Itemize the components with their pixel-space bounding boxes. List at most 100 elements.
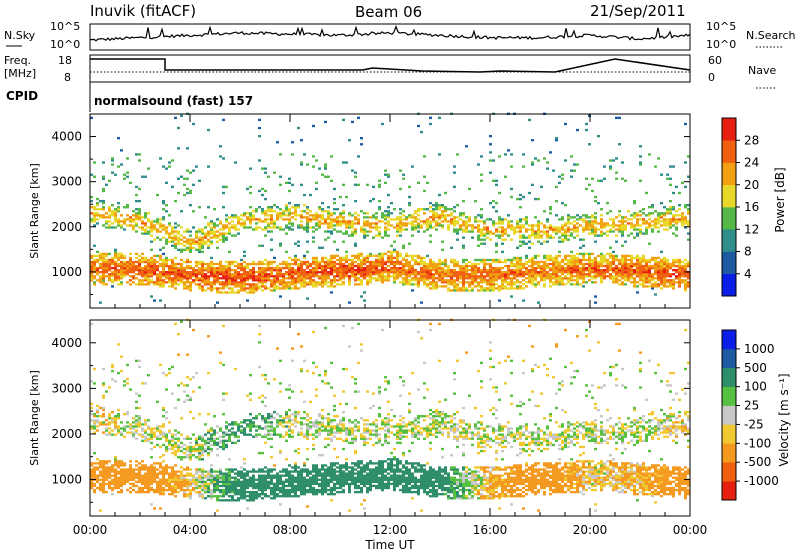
power-cell: [651, 258, 654, 262]
velocity-cell: [108, 482, 111, 486]
power-cell: [330, 226, 333, 229]
power-cell: [501, 279, 504, 282]
power-cell: [285, 271, 288, 274]
power-cell: [636, 218, 639, 221]
power-cell: [315, 273, 318, 276]
power-cell: [606, 222, 609, 225]
power-cell: [150, 220, 153, 223]
power-cell: [360, 210, 363, 213]
power-cell: [495, 271, 498, 274]
power-cell: [204, 236, 207, 239]
power-cell: [261, 212, 264, 215]
velocity-cell: [102, 412, 105, 416]
power-cell: [375, 258, 378, 262]
power-cell: [147, 275, 150, 278]
power-cell: [186, 258, 189, 262]
power-cell: [480, 232, 483, 235]
power-cell: [210, 268, 213, 272]
power-cell: [492, 289, 495, 292]
power-cell: [369, 271, 372, 274]
power-cell: [417, 210, 420, 213]
power-cell: [435, 287, 438, 290]
power-cell: [681, 220, 684, 223]
power-cell: [96, 222, 99, 225]
power-cell: [576, 230, 579, 233]
velocity-cell: [135, 480, 138, 484]
velocity-cell: [111, 464, 114, 467]
power-cell: [405, 264, 408, 268]
power-cell: [99, 275, 102, 278]
power-cell: [186, 281, 189, 284]
velocity-cell: [102, 396, 105, 399]
power-cell: [261, 262, 264, 266]
power-cell: [144, 260, 147, 264]
power-cell: [360, 252, 363, 256]
velocity-cell: [141, 488, 144, 492]
power-cell: [567, 260, 570, 264]
power-cell: [177, 271, 180, 274]
power-cell: [591, 252, 594, 256]
velocity-cell: [189, 447, 192, 451]
power-cell: [99, 264, 102, 268]
power-cell: [111, 157, 114, 160]
power-cell: [351, 254, 354, 258]
velocity-cell: [183, 495, 186, 498]
power-cell: [480, 275, 483, 278]
power-cell: [540, 264, 543, 268]
power-cell: [645, 268, 648, 272]
power-cell: [573, 264, 576, 268]
power-cell: [672, 216, 675, 219]
power-cell: [216, 275, 219, 278]
power-cell: [609, 254, 612, 258]
power-cell: [462, 230, 465, 233]
power-cell: [654, 165, 657, 168]
velocity-cell: [183, 451, 186, 455]
power-cell: [213, 275, 216, 278]
velocity-cell: [186, 456, 189, 459]
power-cell: [474, 285, 477, 288]
power-cell: [507, 264, 510, 268]
power-cell: [168, 271, 171, 274]
power-cell: [324, 218, 327, 221]
power-cell: [549, 277, 552, 280]
power-cell: [138, 273, 141, 276]
power-cell: [642, 260, 645, 264]
power-cell: [351, 120, 354, 124]
power-cell: [138, 187, 141, 191]
velocity-cell: [105, 427, 108, 430]
power-cell: [573, 226, 576, 229]
power-cell: [330, 281, 333, 284]
power-cell: [234, 224, 237, 227]
power-cell: [429, 122, 432, 126]
power-cell: [627, 254, 630, 258]
power-cell: [468, 260, 471, 264]
power-cell: [225, 264, 228, 268]
power-cell: [267, 222, 270, 225]
power-cell: [513, 230, 516, 233]
velocity-cell: [153, 472, 156, 475]
power-cell: [249, 277, 252, 280]
power-cell: [636, 214, 639, 217]
power-cell: [666, 275, 669, 278]
velocity-cell: [186, 449, 189, 453]
velocity-cell: [177, 490, 180, 494]
power-cell: [432, 214, 435, 217]
power-cell: [462, 275, 465, 278]
power-cell: [93, 260, 96, 264]
power-cell: [561, 260, 564, 264]
power-cell: [249, 222, 252, 225]
power-cell: [450, 220, 453, 223]
power-cell: [654, 218, 657, 221]
power-cell: [384, 230, 387, 233]
power-cell: [198, 283, 201, 286]
power-cell: [324, 163, 327, 166]
power-cell: [648, 264, 651, 268]
power-cell: [411, 256, 414, 260]
power-cell: [576, 252, 579, 256]
power-cell: [555, 185, 558, 189]
power-cell: [297, 281, 300, 284]
power-cell: [189, 281, 192, 284]
power-cell: [306, 228, 309, 231]
freq-series: [90, 58, 691, 73]
power-cell: [636, 224, 639, 227]
